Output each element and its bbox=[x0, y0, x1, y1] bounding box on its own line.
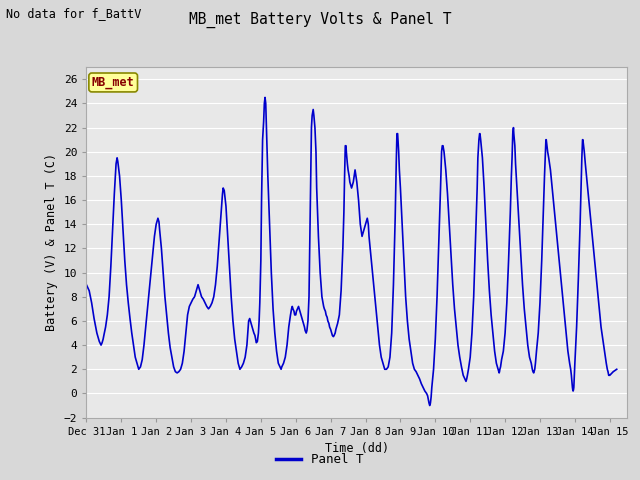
Text: MB_met: MB_met bbox=[92, 76, 134, 89]
Text: MB_met Battery Volts & Panel T: MB_met Battery Volts & Panel T bbox=[189, 12, 451, 28]
Y-axis label: Battery (V) & Panel T (C): Battery (V) & Panel T (C) bbox=[45, 153, 58, 332]
X-axis label: Time (dd): Time (dd) bbox=[324, 442, 389, 455]
Legend: Panel T: Panel T bbox=[271, 448, 369, 471]
Text: No data for f_BattV: No data for f_BattV bbox=[6, 7, 142, 20]
